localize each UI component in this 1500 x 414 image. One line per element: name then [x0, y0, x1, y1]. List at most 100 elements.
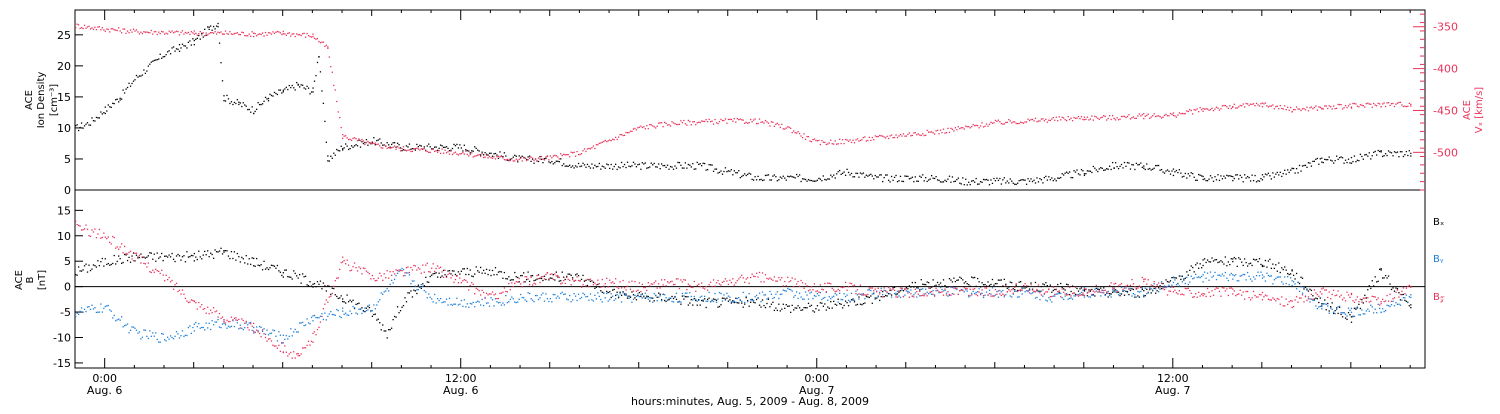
bottom-data-point [963, 287, 965, 289]
top-data-point [696, 161, 698, 164]
bottom-data-point [362, 310, 365, 313]
top-data-point [628, 131, 630, 134]
bottom-data-point [1261, 299, 1264, 301]
bottom-data-point [1117, 291, 1120, 293]
bottom-data-point [431, 298, 433, 300]
bottom-data-point [393, 315, 396, 318]
top-data-point [482, 156, 485, 159]
bottom-data-point [287, 355, 289, 357]
bottom-data-point [1217, 274, 1219, 276]
bottom-data-point [938, 291, 940, 293]
top-data-point [1257, 104, 1259, 106]
top-data-point [103, 112, 105, 114]
top-data-point [435, 146, 437, 148]
bottom-data-point [1187, 283, 1189, 286]
top-data-point [1227, 107, 1229, 110]
top-data-point [652, 164, 654, 166]
top-data-point [563, 153, 565, 155]
bottom-data-point [132, 252, 135, 254]
bottom-data-point [807, 290, 810, 292]
top-data-point [1024, 179, 1026, 181]
bottom-data-point [296, 353, 298, 355]
bottom-data-point [177, 333, 179, 335]
bottom-data-point [695, 299, 697, 302]
top-data-point [735, 172, 737, 174]
top-data-point [634, 163, 636, 165]
bottom-data-point [1359, 298, 1362, 301]
bottom-data-point [660, 299, 663, 301]
top-data-point [482, 154, 485, 156]
bottom-data-point [284, 338, 286, 341]
top-data-point [518, 158, 520, 160]
bottom-data-point [571, 277, 574, 279]
top-data-point [1405, 105, 1408, 108]
top-data-point [675, 123, 678, 126]
bottom-data-point [110, 310, 112, 312]
bottom-data-point [129, 261, 132, 263]
top-data-point [680, 164, 682, 166]
bottom-data-point [755, 298, 758, 301]
top-data-point [1140, 115, 1142, 117]
bottom-data-point [115, 263, 117, 265]
top-data-point [858, 176, 860, 178]
top-data-point [788, 126, 790, 129]
bottom-data-point [159, 341, 161, 343]
top-data-point [1175, 116, 1178, 118]
bottom-data-point [1209, 295, 1212, 298]
top-data-point [1304, 109, 1307, 111]
top-data-point [1248, 176, 1250, 179]
bottom-data-point [895, 294, 897, 296]
bottom-data-point [770, 278, 773, 280]
top-data-point [248, 108, 250, 111]
top-data-point [1223, 175, 1225, 177]
top-data-point [518, 155, 520, 157]
bottom-data-point [916, 290, 918, 293]
top-data-point [1294, 108, 1296, 111]
top-data-point [226, 32, 228, 35]
bottom-data-point [1205, 261, 1207, 264]
top-data-point [282, 89, 284, 91]
bottom-data-point [727, 300, 730, 302]
bottom-data-point [456, 297, 458, 300]
bottom-data-point [852, 297, 854, 300]
top-data-point [589, 148, 592, 150]
bottom-data-point [115, 320, 117, 322]
bottom-data-point [1387, 300, 1390, 302]
bottom-data-point [1183, 278, 1185, 280]
top-data-point [883, 176, 885, 179]
bottom-data-point [107, 304, 109, 307]
bottom-data-point [1303, 288, 1305, 290]
bottom-data-point [720, 304, 722, 306]
bottom-data-point [439, 266, 442, 268]
top-data-point [649, 123, 651, 126]
top-data-point [1094, 167, 1096, 169]
top-data-point [321, 41, 323, 43]
bottom-data-point [899, 296, 902, 299]
top-data-point [787, 126, 789, 128]
top-data-point [472, 156, 474, 158]
top-data-point [1399, 151, 1402, 153]
bottom-data-point [1402, 296, 1405, 299]
top-data-point [207, 34, 209, 36]
bottom-data-point [413, 264, 415, 267]
top-data-point [463, 144, 465, 146]
top-data-point [517, 161, 519, 163]
bottom-data-point [680, 301, 682, 303]
bottom-data-point [364, 310, 366, 313]
top-data-point [1374, 150, 1376, 153]
bottom-data-point [1371, 295, 1373, 297]
bottom-data-point [414, 265, 417, 267]
top-data-point [444, 149, 446, 151]
top-data-point [135, 74, 138, 77]
top-data-point [1294, 172, 1296, 174]
bottom-data-point [1350, 316, 1353, 318]
top-data-point [1365, 153, 1367, 156]
bottom-data-point [944, 288, 946, 290]
top-data-point [656, 125, 658, 127]
bottom-data-point [352, 265, 354, 268]
top-data-point [82, 27, 84, 30]
top-data-point [178, 34, 181, 36]
top-data-point [554, 154, 556, 157]
top-data-point [818, 177, 820, 180]
top-data-point [113, 102, 115, 105]
